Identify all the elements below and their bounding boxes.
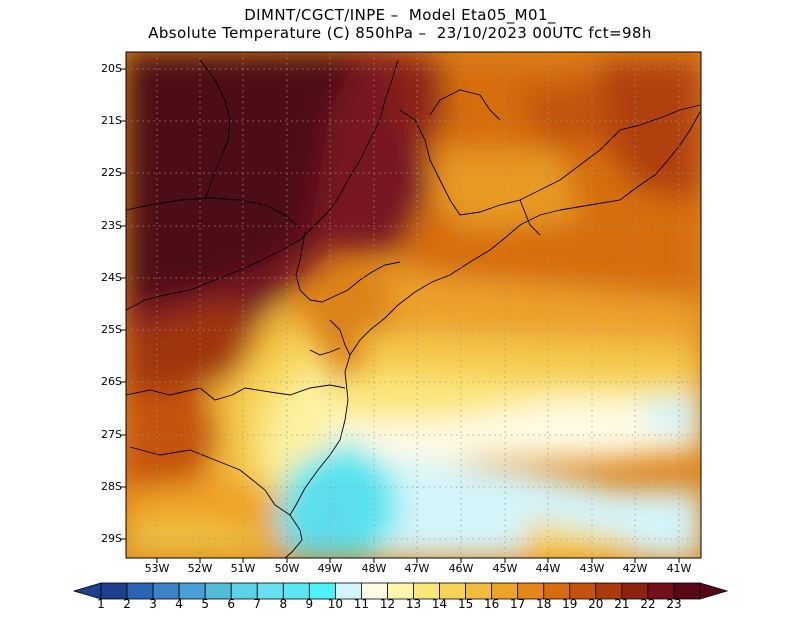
lon-label: 53W (144, 562, 170, 575)
lat-label: 26S (101, 375, 122, 388)
colorbar-label: 15 (457, 597, 474, 611)
lon-label: 42W (622, 562, 648, 575)
colorbar-label: 10 (327, 597, 344, 611)
title-line-2: Absolute Temperature (C) 850hPa – 23/10/… (148, 24, 652, 42)
colorbar-label: 4 (175, 597, 183, 611)
lat-label: 27S (101, 428, 122, 441)
lat-label: 22S (101, 166, 122, 179)
colorbar-label: 14 (431, 597, 448, 611)
colorbar-label: 21 (614, 597, 630, 611)
lon-label: 50W (274, 562, 300, 575)
lon-label: 41W (666, 562, 692, 575)
lat-label: 28S (101, 480, 122, 493)
lat-label: 21S (101, 114, 122, 127)
colorbar-label: 20 (588, 597, 604, 611)
lat-label: 20S (101, 62, 122, 75)
colorbar-label: 5 (201, 597, 209, 611)
colorbar-label: 2 (123, 597, 131, 611)
lon-label: 52W (187, 562, 213, 575)
colorbar-label: 13 (405, 597, 422, 611)
graticule (126, 52, 701, 558)
map-frame (125, 51, 702, 559)
colorbar-arrow-right (699, 582, 729, 600)
lon-label: 51W (230, 562, 256, 575)
colorbar-label: 9 (305, 597, 314, 611)
temperature-field (126, 52, 701, 558)
colorbar-label: 18 (536, 597, 552, 611)
lon-label: 47W (404, 562, 430, 575)
colorbar-label: 19 (562, 597, 578, 611)
colorbar-label: 1 (97, 597, 105, 611)
colorbar-label: 3 (149, 597, 157, 611)
lon-label: 44W (535, 562, 561, 575)
lon-label: 49W (317, 562, 343, 575)
lon-label: 45W (492, 562, 518, 575)
colorbar-label: 16 (484, 597, 500, 611)
lat-label: 23S (101, 219, 122, 232)
title-line-1: DIMNT/CGCT/INPE – Model Eta05_M01_ (244, 6, 556, 24)
colorbar-label: 11 (353, 597, 370, 611)
colorbar-label: 12 (379, 597, 396, 611)
colorbar-label: 23 (666, 597, 682, 611)
lon-label: 48W (361, 562, 387, 575)
colorbar (72, 582, 729, 600)
lat-label: 24S (101, 271, 122, 284)
axis-ticks (121, 68, 680, 563)
lat-label: 29S (101, 532, 122, 545)
lon-label: 43W (579, 562, 605, 575)
colorbar-label: 7 (253, 597, 262, 611)
lon-label: 46W (448, 562, 474, 575)
colorbar-label: 6 (227, 597, 236, 611)
colorbar-label: 22 (640, 597, 656, 611)
colorbar-label: 8 (279, 597, 288, 611)
border-lines (126, 59, 701, 558)
colorbar-label: 17 (510, 597, 526, 611)
lat-label: 25S (101, 323, 122, 336)
